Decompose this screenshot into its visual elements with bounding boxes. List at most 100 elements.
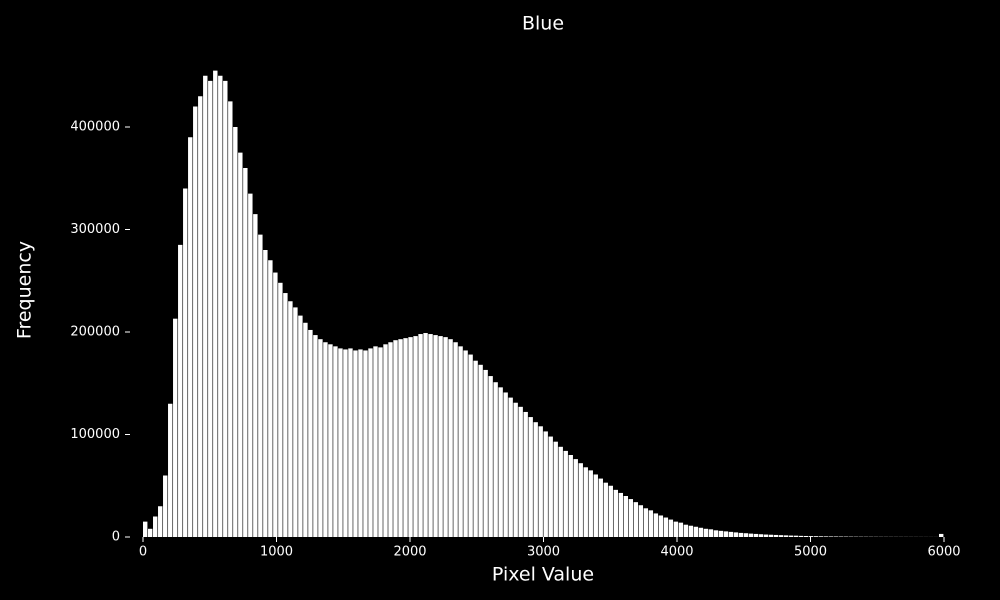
- bar: [798, 535, 804, 537]
- bar: [823, 536, 829, 537]
- bar: [168, 403, 173, 537]
- chart-title: Blue: [522, 13, 564, 35]
- bar: [703, 528, 709, 537]
- bar: [213, 70, 218, 537]
- bar: [668, 519, 674, 537]
- bar: [313, 335, 318, 537]
- bar: [483, 369, 488, 537]
- bar: [553, 441, 558, 537]
- y-tick-label: 400000: [70, 120, 120, 135]
- bar: [563, 450, 568, 537]
- bar: [348, 348, 353, 537]
- bar: [738, 532, 744, 537]
- bar: [468, 354, 473, 537]
- bar: [198, 96, 203, 537]
- bar: [308, 329, 313, 537]
- bar: [208, 80, 213, 537]
- bar: [803, 535, 809, 537]
- bar: [388, 342, 393, 537]
- x-tick-label: 5000: [794, 545, 827, 560]
- bar: [678, 522, 684, 537]
- y-tick-label: 300000: [70, 222, 120, 237]
- bar: [238, 152, 243, 537]
- bar: [683, 524, 689, 537]
- bar: [518, 406, 523, 537]
- bar: [603, 482, 608, 537]
- bar: [163, 475, 168, 537]
- bar: [673, 521, 679, 537]
- bar: [818, 536, 824, 537]
- bar: [793, 535, 799, 537]
- bar: [288, 301, 293, 537]
- x-tick-label: 0: [139, 545, 147, 560]
- bar: [353, 350, 358, 537]
- bar: [638, 505, 644, 537]
- bar: [583, 467, 588, 537]
- bar: [448, 339, 453, 537]
- bar: [568, 455, 573, 537]
- bar: [833, 536, 839, 537]
- bar: [203, 75, 208, 537]
- bar: [628, 499, 634, 537]
- bar: [378, 347, 383, 537]
- bar: [573, 459, 578, 537]
- bar: [428, 334, 433, 537]
- bar: [548, 436, 553, 537]
- bar: [633, 502, 639, 537]
- bar: [143, 521, 148, 537]
- bar: [293, 307, 298, 537]
- y-axis-label: Frequency: [14, 241, 36, 339]
- bar: [358, 349, 363, 537]
- bar: [778, 535, 784, 537]
- bar: [228, 101, 233, 537]
- bar: [598, 478, 603, 537]
- bar: [773, 534, 779, 537]
- bar: [723, 531, 729, 537]
- bar: [538, 426, 543, 537]
- bar: [658, 515, 664, 537]
- bar: [373, 346, 378, 537]
- bar: [298, 315, 303, 537]
- bar: [578, 463, 583, 537]
- bar: [788, 535, 794, 537]
- bar: [783, 535, 789, 537]
- bar: [248, 193, 253, 537]
- bar: [268, 260, 273, 537]
- bar: [543, 431, 548, 537]
- bar: [413, 336, 418, 537]
- bar: [153, 516, 158, 537]
- bar: [328, 344, 333, 537]
- bar: [718, 530, 724, 537]
- x-tick-label: 2000: [393, 545, 426, 560]
- bar: [148, 528, 153, 537]
- bar: [398, 339, 403, 537]
- bar: [233, 127, 238, 537]
- bar: [478, 364, 483, 537]
- bar: [623, 496, 629, 537]
- bar: [503, 392, 508, 537]
- bar: [528, 417, 533, 537]
- x-tick-label: 3000: [527, 545, 560, 560]
- bar: [408, 337, 413, 537]
- bar: [693, 526, 699, 537]
- bar: [763, 534, 769, 537]
- bar: [813, 536, 819, 537]
- bar: [808, 536, 814, 537]
- bar: [443, 337, 448, 537]
- bar: [323, 342, 328, 537]
- bar: [433, 335, 438, 537]
- bar: [828, 536, 834, 537]
- bar: [318, 339, 323, 537]
- x-tick-label: 4000: [660, 545, 693, 560]
- bar: [393, 340, 398, 537]
- bar: [368, 348, 373, 537]
- bar: [748, 533, 754, 537]
- bar: [403, 338, 408, 537]
- bar: [743, 533, 749, 537]
- bar: [733, 532, 739, 537]
- bar: [383, 344, 388, 537]
- y-tick-label: 0: [112, 530, 120, 545]
- bar: [493, 382, 498, 537]
- bar: [698, 527, 704, 537]
